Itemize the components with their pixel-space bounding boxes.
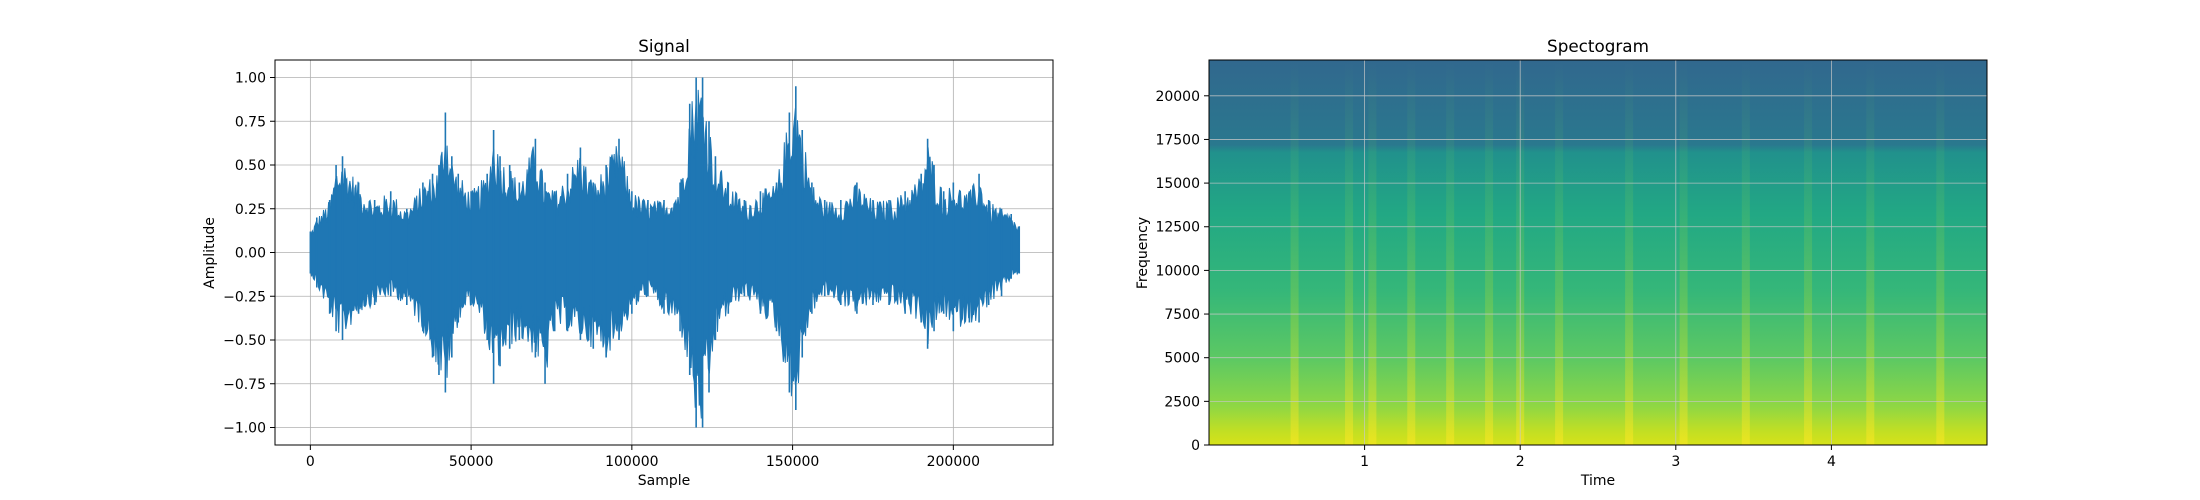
signal-y-ticks: 1.00 0.75 0.50 0.25 0.00 −0.25 −0.50 −0.75 −1.00 [223,71,275,437]
spectrogram-transient [1290,60,1299,445]
spectrogram-x-tick-label: 1 [1360,454,1369,470]
signal-x-tick-label: 0 [306,454,315,470]
signal-y-tick-label: 0.75 [235,114,266,130]
signal-y-tick-label: 0.25 [235,202,266,218]
signal-y-tick-label: 0.50 [235,158,266,174]
spectrogram-axes-frame [1208,59,1988,446]
spectrogram-image [1209,60,1987,445]
signal-plot: Signal 0 50000 100000 150000 200000 1.00 0.75… [202,36,1054,489]
spectrogram-x-ticks: 1 2 3 4 [1360,445,1836,470]
signal-waveform [309,89,1020,419]
spectrogram-y-tick-label: 7500 [1164,307,1200,323]
spectrogram-transient [1625,60,1634,445]
signal-x-tick-label: 50000 [449,454,494,470]
spectrogram-x-tick-label: 3 [1671,454,1680,470]
signal-y-tick-label: −0.75 [223,377,266,393]
spectrogram-x-tick-label: 2 [1516,454,1525,470]
spectrogram-transient [1866,60,1875,445]
spectrogram-y-tick-label: 2500 [1164,394,1200,410]
signal-x-ticks: 0 50000 100000 150000 200000 [306,445,980,470]
spectrogram-transient [1555,60,1564,445]
spectrogram-x-tick-label: 4 [1827,454,1836,470]
spectrogram-y-ticks: 0 2500 5000 7500 10000 12500 15000 17500 20000 [1155,89,1209,454]
signal-x-tick-label: 100000 [605,454,658,470]
spectrogram-y-tick-label: 0 [1191,438,1200,454]
spectrogram-transient [1446,60,1455,445]
spectrogram-transient [1345,60,1354,445]
spectrogram-transient [1741,60,1750,445]
spectrogram-title: Spectogram [1547,36,1649,56]
spectrogram-x-axis-label: Time [1580,473,1615,489]
spectrogram-plot: Spectogram 1 2 3 4 0 2500 5000 7500 10000 12500 1… [1135,36,1988,489]
spectrogram-transient [1368,60,1377,445]
signal-y-tick-label: 0.00 [235,246,266,262]
spectrogram-transient [1485,60,1494,445]
signal-y-tick-label: 1.00 [235,71,266,87]
signal-spikes [309,77,1021,428]
spectrogram-transient [1804,60,1813,445]
signal-y-tick-label: −0.50 [223,333,266,349]
signal-x-tick-label: 200000 [927,454,980,470]
spectrogram-y-axis-label: Frequency [1135,217,1151,289]
spectrogram-transient [1936,60,1945,445]
spectrogram-y-tick-label: 20000 [1155,89,1200,105]
spectrogram-y-tick-label: 12500 [1155,220,1200,236]
spectrogram-y-tick-label: 15000 [1155,176,1200,192]
signal-x-tick-label: 150000 [766,454,819,470]
spectrogram-y-tick-label: 10000 [1155,263,1200,279]
spectrogram-y-tick-label: 17500 [1155,132,1200,148]
signal-title: Signal [638,36,690,56]
signal-y-tick-label: −0.25 [223,289,266,305]
signal-x-axis-label: Sample [638,473,691,489]
signal-y-tick-label: −1.00 [223,421,266,437]
signal-y-axis-label: Amplitude [202,217,218,289]
spectrogram-transient [1679,60,1688,445]
spectrogram-y-tick-label: 5000 [1164,351,1200,367]
spectrogram-transient [1407,60,1416,445]
